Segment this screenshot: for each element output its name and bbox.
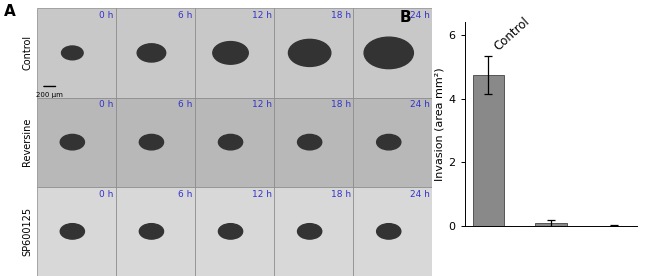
Circle shape xyxy=(218,134,242,150)
Bar xyxy=(37,187,116,276)
Bar xyxy=(274,97,353,187)
Text: A: A xyxy=(5,4,16,19)
Circle shape xyxy=(298,134,322,150)
Bar xyxy=(195,8,274,97)
Bar xyxy=(353,8,432,97)
Text: 18 h: 18 h xyxy=(331,11,351,20)
Circle shape xyxy=(137,44,166,62)
Text: 12 h: 12 h xyxy=(252,11,272,20)
Circle shape xyxy=(139,224,164,239)
Circle shape xyxy=(62,46,83,60)
Circle shape xyxy=(289,39,331,67)
Text: 6 h: 6 h xyxy=(178,190,193,198)
Circle shape xyxy=(364,37,413,69)
Text: 24 h: 24 h xyxy=(410,190,430,198)
Text: 18 h: 18 h xyxy=(331,100,351,109)
Text: 6 h: 6 h xyxy=(178,100,193,109)
Bar xyxy=(274,8,353,97)
Text: 18 h: 18 h xyxy=(331,190,351,198)
Text: 24 h: 24 h xyxy=(410,100,430,109)
Circle shape xyxy=(139,134,164,150)
Y-axis label: Invasion (area mm²): Invasion (area mm²) xyxy=(434,67,445,181)
Bar xyxy=(535,224,567,226)
Circle shape xyxy=(60,134,84,150)
Circle shape xyxy=(213,42,248,64)
Bar xyxy=(37,97,116,187)
Text: Reversine: Reversine xyxy=(22,118,32,166)
Text: Control: Control xyxy=(491,15,532,53)
Circle shape xyxy=(218,224,242,239)
Bar xyxy=(195,97,274,187)
Text: 0 h: 0 h xyxy=(99,190,114,198)
Text: 0 h: 0 h xyxy=(99,100,114,109)
Bar xyxy=(353,187,432,276)
Text: 12 h: 12 h xyxy=(252,100,272,109)
Text: Control: Control xyxy=(22,35,32,70)
Bar xyxy=(473,75,504,226)
Text: 12 h: 12 h xyxy=(252,190,272,198)
Bar xyxy=(116,97,195,187)
Circle shape xyxy=(376,224,401,239)
Text: 200 μm: 200 μm xyxy=(36,92,63,98)
Circle shape xyxy=(60,224,84,239)
Circle shape xyxy=(298,224,322,239)
Bar xyxy=(116,187,195,276)
Bar xyxy=(353,97,432,187)
Text: 24 h: 24 h xyxy=(410,11,430,20)
Bar xyxy=(274,187,353,276)
Text: SP600125: SP600125 xyxy=(22,207,32,256)
Circle shape xyxy=(376,134,401,150)
Bar xyxy=(195,187,274,276)
Text: 0 h: 0 h xyxy=(99,11,114,20)
Bar xyxy=(116,8,195,97)
Text: 6 h: 6 h xyxy=(178,11,193,20)
Bar xyxy=(37,8,116,97)
Text: B: B xyxy=(399,10,411,25)
